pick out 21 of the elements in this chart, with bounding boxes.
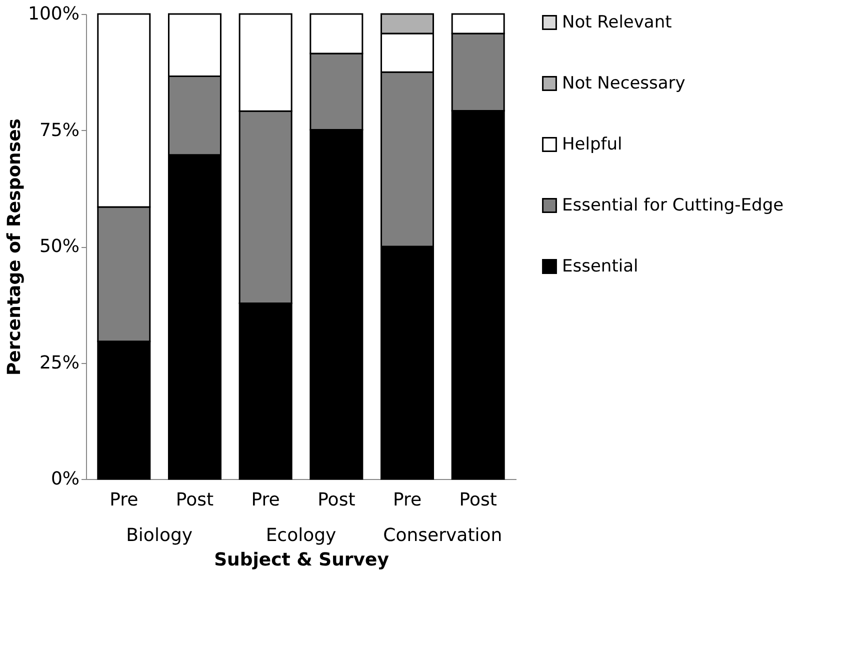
y-tick-label: 25% bbox=[39, 352, 80, 374]
x-tick-label: Pre bbox=[251, 490, 280, 510]
legend-label: Essential for Cutting-Edge bbox=[562, 196, 784, 216]
x-tick-label: Pre bbox=[392, 490, 422, 510]
x-tick-label: Post bbox=[318, 490, 356, 510]
y-tick-label: 75% bbox=[39, 120, 80, 141]
y-tick-label: 100% bbox=[28, 4, 80, 24]
x-axis-title: Subject & Survey bbox=[214, 550, 390, 570]
y-axis-title: Percentage of Responses bbox=[4, 118, 26, 376]
x-tick-label: Post bbox=[176, 490, 214, 510]
y-tick-label: 50% bbox=[39, 236, 80, 257]
y-tick-label: 0% bbox=[50, 468, 80, 490]
text: Conservation bbox=[383, 525, 502, 546]
legend-label: Essential bbox=[562, 256, 638, 276]
legend-label: Not Necessary bbox=[562, 74, 686, 94]
legend-label: Not Relevant bbox=[562, 12, 672, 32]
x-tick-label: Pre bbox=[110, 490, 138, 510]
text: Ecology bbox=[266, 525, 337, 546]
x-tick-label: Post bbox=[459, 490, 497, 510]
text: Biology bbox=[126, 525, 193, 546]
legend-label: Helpful bbox=[562, 134, 622, 154]
